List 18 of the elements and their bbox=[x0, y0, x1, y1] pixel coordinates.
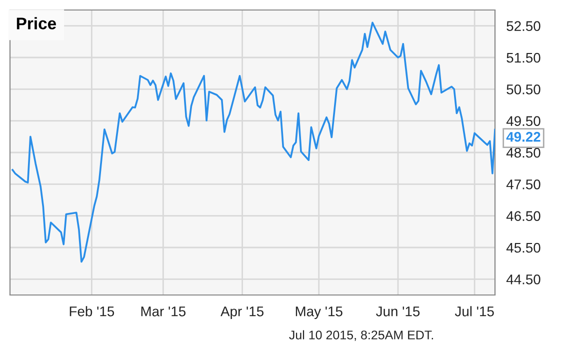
y-tick-label: 46.50 bbox=[506, 211, 540, 222]
y-tick-label: 44.50 bbox=[506, 274, 540, 284]
chart-title: Price bbox=[16, 17, 56, 30]
y-tick-label: 52.50 bbox=[506, 21, 540, 32]
y-tick-label: 49.50 bbox=[506, 116, 540, 126]
x-tick-label: Jul '15 bbox=[454, 306, 494, 316]
y-tick-label: 45.50 bbox=[506, 242, 540, 253]
y-tick-label: 50.50 bbox=[506, 84, 540, 94]
x-tick-label: Mar '15 bbox=[141, 306, 186, 316]
x-tick-label: Apr '15 bbox=[220, 306, 264, 320]
x-tick-label: Feb '15 bbox=[70, 306, 114, 316]
y-tick-label: 47.50 bbox=[506, 180, 540, 190]
x-tick-label: Jun '15 bbox=[376, 306, 420, 316]
y-tick-label: 48.50 bbox=[506, 148, 540, 158]
x-tick-label: May '15 bbox=[296, 306, 342, 320]
y-tick-label: 51.50 bbox=[506, 52, 540, 63]
annotation: 49.22 bbox=[506, 132, 540, 142]
text: Jul 10 2015, 8:25AM EDT. bbox=[289, 330, 433, 341]
